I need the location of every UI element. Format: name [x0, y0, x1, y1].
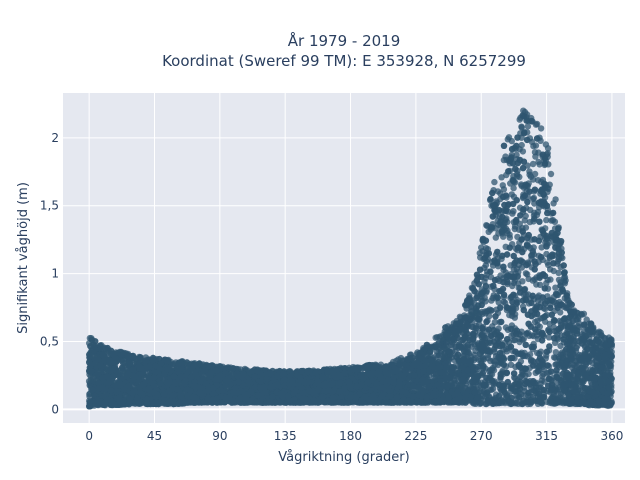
data-point	[552, 349, 560, 356]
data-point	[555, 269, 562, 276]
data-point	[478, 244, 485, 251]
chart-subtitle: Koordinat (Sweref 99 TM): E 353928, N 62…	[162, 52, 526, 70]
chart-title: År 1979 - 2019	[288, 31, 401, 50]
data-point	[581, 321, 588, 328]
data-point	[542, 141, 550, 148]
data-points	[85, 107, 615, 410]
data-point	[510, 184, 517, 192]
data-point	[491, 319, 499, 326]
data-point	[545, 261, 552, 269]
data-point	[524, 123, 532, 130]
data-point	[529, 160, 537, 168]
data-point	[550, 200, 557, 207]
data-point	[491, 178, 498, 186]
data-point	[550, 354, 558, 361]
